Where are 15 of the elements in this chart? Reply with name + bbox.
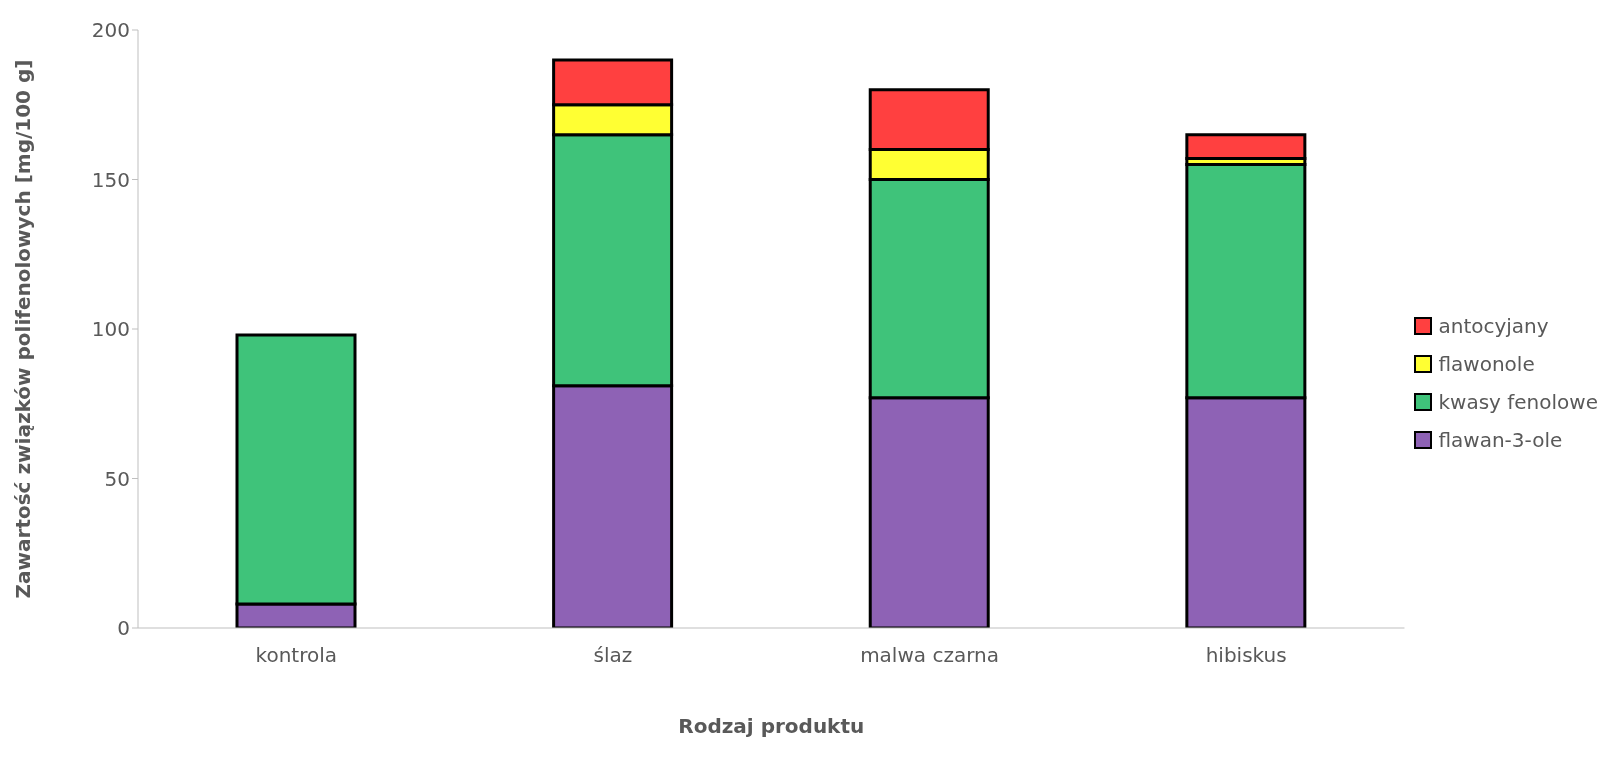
x-tick-label: kontrola (255, 643, 338, 668)
y-tick-label: 150 (91, 167, 130, 192)
y-tick-label: 100 (91, 317, 130, 342)
y-tick-label: 0 (117, 616, 130, 641)
legend-label: antocyjany (1437, 314, 1550, 338)
y-tick-label: 200 (91, 18, 130, 43)
x-tick-label: ślaz (593, 643, 633, 668)
x-tick-label: hibiskus (1205, 643, 1287, 668)
x-tick-label: malwa czarna (860, 643, 999, 668)
y-axis-title: Zawartość związków polifenolowych [mg/100 g] (11, 59, 36, 599)
legend-label: kwasy fenolowe (1437, 390, 1598, 414)
x-axis-title: Rodzaj produktu (678, 714, 865, 738)
y-tick-label: 50 (104, 466, 130, 491)
legend-label: flawan-3-ole (1437, 428, 1564, 452)
legend-label: flawonole (1437, 352, 1536, 376)
